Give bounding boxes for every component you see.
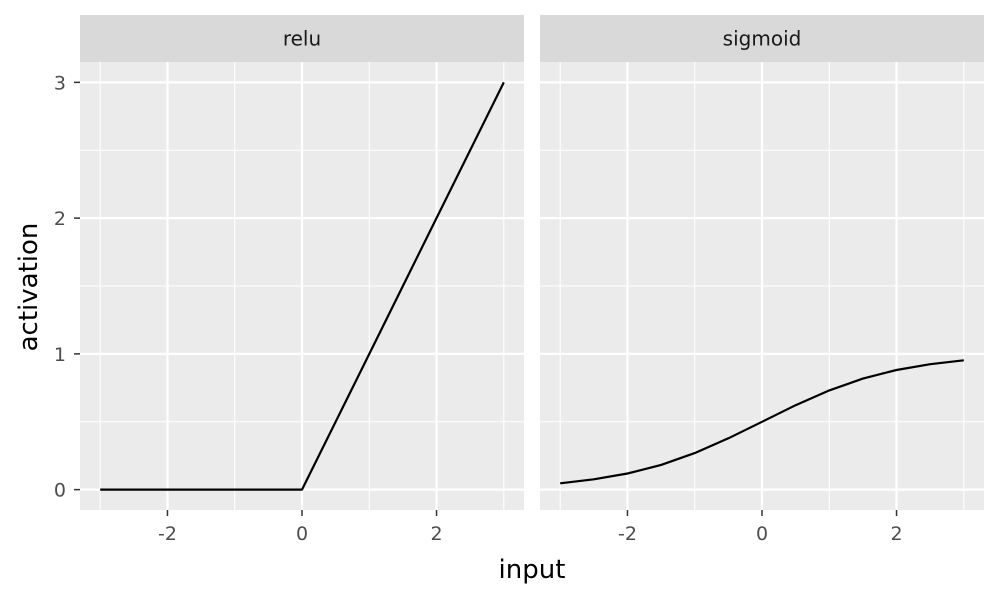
data-point [627, 473, 629, 475]
data-point [929, 363, 931, 365]
data-point [761, 421, 763, 423]
x-tick-label: 2 [430, 523, 442, 545]
series-line-sigmoid [560, 359, 964, 485]
data-point [896, 369, 898, 371]
x-tick-label: 0 [756, 523, 768, 545]
data-point [301, 489, 303, 491]
data-point [828, 390, 830, 392]
y-tick-label: 3 [54, 72, 66, 94]
data-point [368, 353, 370, 355]
data-point [99, 489, 101, 491]
facet-strip [80, 15, 524, 62]
series-line-relu [100, 81, 505, 491]
data-point [728, 438, 730, 440]
x-tick-label: 0 [296, 523, 308, 545]
data-point [593, 479, 595, 481]
data-point [167, 489, 169, 491]
facet-strip [540, 15, 984, 62]
data-point [436, 217, 438, 219]
facet-strip-label: relu [283, 27, 321, 51]
facet-panels: relu -2 0 2 0 1 2 3 sigmoid -2 0 2 [54, 15, 984, 545]
facet-sigmoid: sigmoid -2 0 2 [540, 15, 984, 545]
data-point [559, 482, 561, 484]
x-tick-label: -2 [158, 523, 177, 545]
data-point [694, 452, 696, 454]
data-point [660, 464, 662, 466]
x-axis-title: input [499, 555, 566, 585]
data-point [795, 404, 797, 406]
data-point [234, 489, 236, 491]
facet-relu: relu -2 0 2 0 1 2 3 [54, 15, 524, 545]
data-point [862, 378, 864, 380]
data-point [963, 359, 965, 361]
y-tick-label: 1 [54, 344, 66, 366]
data-point [503, 82, 505, 84]
x-tick-label: 2 [890, 523, 902, 545]
y-tick-label: 2 [54, 208, 66, 230]
x-tick-label: -2 [618, 523, 637, 545]
y-axis-title: activation [14, 223, 44, 352]
y-tick-label: 0 [54, 480, 66, 502]
facet-strip-label: sigmoid [723, 27, 802, 51]
